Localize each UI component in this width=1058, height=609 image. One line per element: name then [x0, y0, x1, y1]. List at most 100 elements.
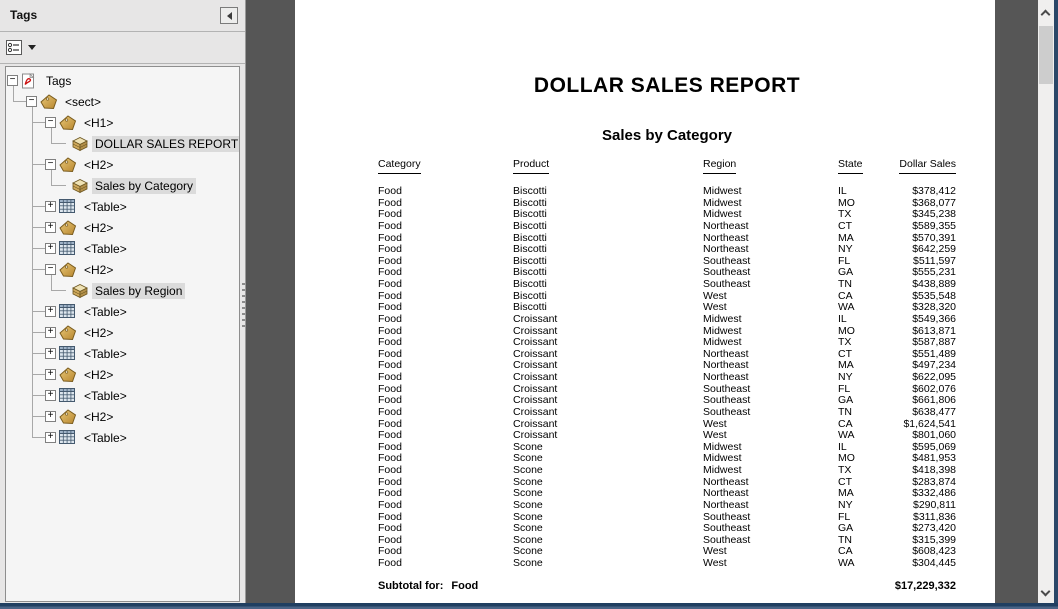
- tree-node[interactable]: Sales by Category: [6, 175, 239, 196]
- tree-node[interactable]: + <Table>: [6, 301, 239, 322]
- expander-minus-icon[interactable]: −: [45, 159, 56, 170]
- expander-plus-icon[interactable]: +: [45, 222, 56, 233]
- table-cell: Food: [378, 196, 402, 209]
- tree-node-label[interactable]: DOLLAR SALES REPORT: [92, 135, 239, 152]
- tree-node[interactable]: Sales by Region: [6, 280, 239, 301]
- tree-node[interactable]: − Tags: [6, 70, 239, 91]
- tree-node-label[interactable]: <Table>: [84, 199, 127, 214]
- tree-node-label[interactable]: <H2>: [84, 262, 114, 277]
- tree-node-label[interactable]: <sect>: [65, 94, 102, 109]
- expander-plus-icon[interactable]: +: [45, 411, 56, 422]
- table-cell: $273,420: [912, 522, 956, 535]
- section-heading: Sales by Category: [601, 127, 733, 144]
- tree-node[interactable]: − <H2>: [6, 154, 239, 175]
- expander-minus-icon[interactable]: −: [26, 96, 37, 107]
- panel-title: Tags: [10, 8, 38, 22]
- tree-connector-line: [51, 143, 66, 144]
- table-cell: Croissant: [513, 429, 558, 442]
- table-cell: Midwest: [703, 464, 742, 476]
- table-cell: Food: [378, 278, 402, 290]
- table-row: Food Biscotti Midwest MO $368,077: [378, 196, 956, 210]
- table-cell: CT: [838, 347, 852, 360]
- table-cell: MA: [838, 231, 854, 244]
- table-cell: $608,423: [912, 545, 956, 558]
- expander-plus-icon[interactable]: +: [45, 348, 56, 359]
- table-cell: Food: [378, 208, 402, 221]
- table-cell: Midwest: [703, 185, 742, 197]
- table-cell: Midwest: [703, 196, 742, 209]
- tree-node-label[interactable]: <Table>: [84, 304, 127, 319]
- tree-node[interactable]: + <H2>: [6, 406, 239, 427]
- tree-node-label[interactable]: <H1>: [84, 115, 114, 130]
- vertical-scrollbar[interactable]: [1038, 0, 1054, 603]
- table-row: Food Biscotti Southeast FL $511,597: [378, 254, 956, 268]
- tree-node-label[interactable]: <Table>: [84, 430, 127, 445]
- tree-node[interactable]: + <H2>: [6, 322, 239, 343]
- table-icon: [59, 240, 77, 257]
- expander-plus-icon[interactable]: +: [45, 306, 56, 317]
- table-row: Food Scone Northeast CT $283,874: [378, 476, 956, 489]
- tree-node-label[interactable]: <H2>: [84, 220, 114, 235]
- tree-node[interactable]: − <H1>: [6, 112, 239, 133]
- tree-node-label[interactable]: Sales by Category: [92, 177, 197, 194]
- expander-minus-icon[interactable]: −: [45, 264, 56, 275]
- table-row: Food Croissant West CA $1,624,541: [378, 417, 956, 431]
- table-cell: WA: [838, 429, 855, 442]
- expander-plus-icon[interactable]: +: [45, 432, 56, 443]
- table-cell: IL: [838, 440, 847, 453]
- tree-node-label[interactable]: <Table>: [84, 346, 127, 361]
- tree-node-label[interactable]: <H2>: [84, 409, 114, 424]
- options-menu-button[interactable]: [6, 39, 36, 56]
- table-cell: $497,234: [912, 359, 956, 372]
- document-canvas: DOLLAR SALES REPORT Sales by Category Ca…: [247, 0, 1038, 603]
- tree-node[interactable]: DOLLAR SALES REPORT: [6, 133, 239, 154]
- expander-plus-icon[interactable]: +: [45, 201, 56, 212]
- tree-connector-line: [32, 269, 47, 270]
- table-cell: $304,445: [912, 557, 956, 569]
- tree-connector-line: [32, 437, 47, 438]
- pdf-page: DOLLAR SALES REPORT Sales by Category Ca…: [295, 0, 995, 603]
- tree-node-label[interactable]: <Table>: [84, 388, 127, 403]
- table-cell: Southeast: [703, 254, 751, 267]
- expander-plus-icon[interactable]: +: [45, 390, 56, 401]
- expander-plus-icon[interactable]: +: [45, 327, 56, 338]
- tree-node[interactable]: + <H2>: [6, 217, 239, 238]
- table-cell: Croissant: [513, 382, 558, 395]
- tree-node[interactable]: + <Table>: [6, 196, 239, 217]
- table-cell: $481,953: [912, 452, 956, 465]
- tree-node-label[interactable]: <Table>: [84, 241, 127, 256]
- expander-plus-icon[interactable]: +: [45, 369, 56, 380]
- table-cell: West: [703, 557, 727, 569]
- tree-node-label[interactable]: <H2>: [84, 157, 114, 172]
- table-cell: Northeast: [703, 243, 749, 256]
- tree-node-label[interactable]: <H2>: [84, 325, 114, 340]
- table-row: Food Croissant Midwest IL $549,366: [378, 313, 956, 326]
- table-cell: Scone: [513, 464, 543, 476]
- tree-node[interactable]: + <Table>: [6, 238, 239, 259]
- scrollbar-thumb[interactable]: [1039, 26, 1053, 84]
- tree-node[interactable]: − <sect>: [6, 91, 239, 112]
- tree-node[interactable]: + <Table>: [6, 385, 239, 406]
- tree-node[interactable]: + <H2>: [6, 364, 239, 385]
- tree-node-label[interactable]: <H2>: [84, 367, 114, 382]
- table-cell: $642,259: [912, 243, 956, 256]
- expander-minus-icon[interactable]: −: [45, 117, 56, 128]
- table-cell: Northeast: [703, 347, 749, 360]
- panel-splitter-handle[interactable]: [242, 283, 245, 329]
- expander-minus-icon[interactable]: −: [7, 75, 18, 86]
- table-cell: CA: [838, 417, 853, 430]
- table-cell: West: [703, 417, 727, 430]
- collapse-panel-button[interactable]: [220, 7, 238, 24]
- expander-plus-icon[interactable]: +: [45, 243, 56, 254]
- tree-node-label[interactable]: Tags: [46, 73, 72, 88]
- scroll-up-icon[interactable]: [1040, 9, 1051, 20]
- tree-node[interactable]: + <Table>: [6, 427, 239, 448]
- tag-icon: [59, 219, 77, 236]
- tree-node[interactable]: − <H2>: [6, 259, 239, 280]
- tree-guide-line: [51, 127, 52, 143]
- scroll-down-icon[interactable]: [1040, 586, 1051, 597]
- table-cell: Southeast: [703, 405, 751, 418]
- tree-node-label[interactable]: Sales by Region: [92, 282, 186, 299]
- tree-node[interactable]: + <Table>: [6, 343, 239, 364]
- table-cell: $332,486: [912, 487, 956, 500]
